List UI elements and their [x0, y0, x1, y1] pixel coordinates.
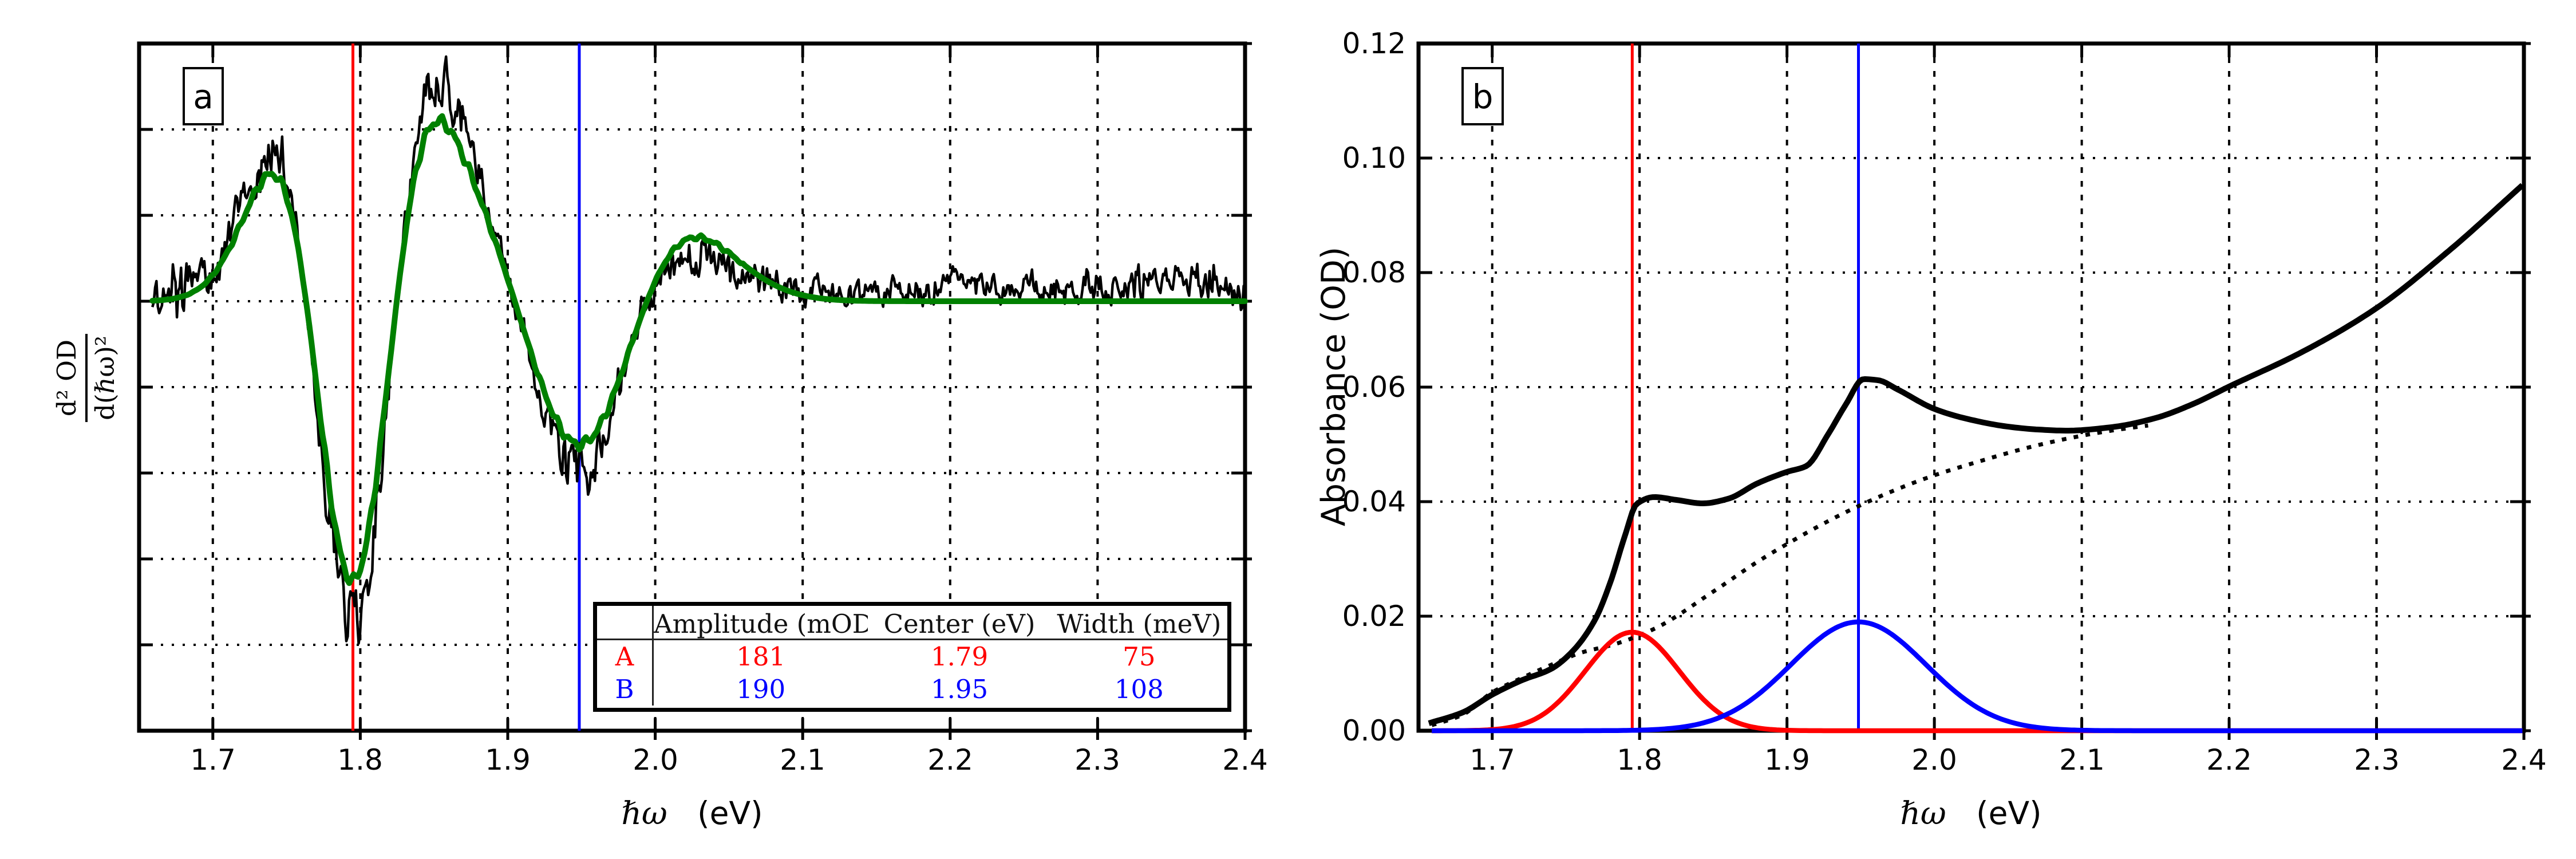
- panel-b-x-tick-label: 2.1: [2059, 743, 2105, 777]
- table-data-row-cell: 190: [736, 674, 786, 704]
- panel-a-x-tick-label: 1.9: [485, 743, 531, 777]
- curve-exciton-b-blue: [1432, 619, 2523, 734]
- table-data-row-cell: B: [597, 673, 654, 706]
- panel-a-ylabel-denominator: d(ℏω)²: [90, 336, 120, 420]
- panel-b-xaxis-label: ℏω (eV): [1828, 795, 2114, 832]
- table-header-row-cell: Width (meV): [1050, 606, 1227, 640]
- panel-b-y-tick-label: 0.00: [1342, 714, 1406, 747]
- curve-absorbance-solid: [1428, 183, 2524, 726]
- panel-b-x-tick-label: 2.4: [2501, 743, 2547, 777]
- table-data-row: B 190 1.95 108: [597, 673, 1227, 706]
- panel-b-letter-box: b: [1461, 67, 1504, 125]
- panel-b-y-tick-label: 0.04: [1342, 485, 1406, 518]
- panel-a-x-tick-label: 2.1: [780, 743, 825, 777]
- table-data-row-cell: 181: [736, 641, 786, 672]
- axes-spines: [137, 41, 1247, 733]
- table-header-row-cell: Amplitude (mOD): [654, 606, 868, 640]
- panel-a-xlabel-unit: (eV): [697, 795, 763, 832]
- panel-b-x-tick-label: 2.0: [1911, 743, 1957, 777]
- panel-b-y-tick-label: 0.06: [1342, 371, 1406, 404]
- table-header-row-cell: [597, 606, 654, 640]
- table-data-row-cell: A: [597, 640, 654, 673]
- curve-fit-green: [149, 113, 1248, 586]
- panel-b-y-tick-label: 0.02: [1342, 600, 1406, 633]
- panel-a-yaxis-label: d² OD d(ℏω)²: [52, 304, 120, 452]
- panel-b-y-tick-label: 0.10: [1342, 141, 1406, 175]
- panel-a-letter-box: a: [183, 67, 224, 125]
- panel-a-xaxis-label: ℏω (eV): [549, 795, 835, 832]
- table-data-row-cell: 1.79: [930, 641, 989, 672]
- panel-b-x-tick-label: 1.9: [1764, 743, 1810, 777]
- panel-b-x-tick-label: 2.3: [2354, 743, 2400, 777]
- table-data-row-cell: 1.95: [930, 674, 989, 704]
- table-data-row: A 181 1.79 75: [597, 640, 1227, 673]
- curve-background-dotted: [1431, 423, 2148, 727]
- curve-second-derivative-data: [151, 55, 1247, 645]
- panel-a-xlabel-math: ℏω: [621, 795, 667, 832]
- panel-a-x-tick-label: 2.4: [1222, 743, 1268, 777]
- panel-b-letter: b: [1472, 77, 1494, 116]
- panel-a-ylabel-numerator: d² OD: [52, 333, 88, 423]
- panel-a-letter: a: [193, 77, 214, 116]
- table-data-row-cell: 75: [1123, 641, 1156, 672]
- panel-b-xlabel-math: ℏω: [1900, 795, 1946, 832]
- panel-b-x-tick-label: 1.8: [1617, 743, 1662, 777]
- table-data-row-cell: 108: [1114, 674, 1164, 704]
- axes-spines: [1416, 41, 2526, 733]
- panel-b-xlabel-unit: (eV): [1976, 795, 2042, 832]
- panel-b-y-tick-label: 0.12: [1342, 27, 1406, 60]
- panel-a-x-tick-label: 1.8: [337, 743, 383, 777]
- panel-a-x-tick-label: 2.3: [1074, 743, 1120, 777]
- panel-a-x-tick-label: 1.7: [190, 743, 236, 777]
- fit-parameter-table: Amplitude (mOD) Center (eV) Width (meV) A 18…: [593, 602, 1231, 712]
- table-header-row: Amplitude (mOD) Center (eV) Width (meV): [597, 606, 1227, 640]
- panel-b-y-tick-label: 0.08: [1342, 256, 1406, 289]
- panel-a-x-tick-label: 2.0: [633, 743, 678, 777]
- panel-a-x-tick-label: 2.2: [927, 743, 973, 777]
- table-header-row-cell: Center (eV): [868, 606, 1051, 640]
- panel-b-x-tick-label: 2.2: [2206, 743, 2252, 777]
- panel-b-x-tick-label: 1.7: [1469, 743, 1515, 777]
